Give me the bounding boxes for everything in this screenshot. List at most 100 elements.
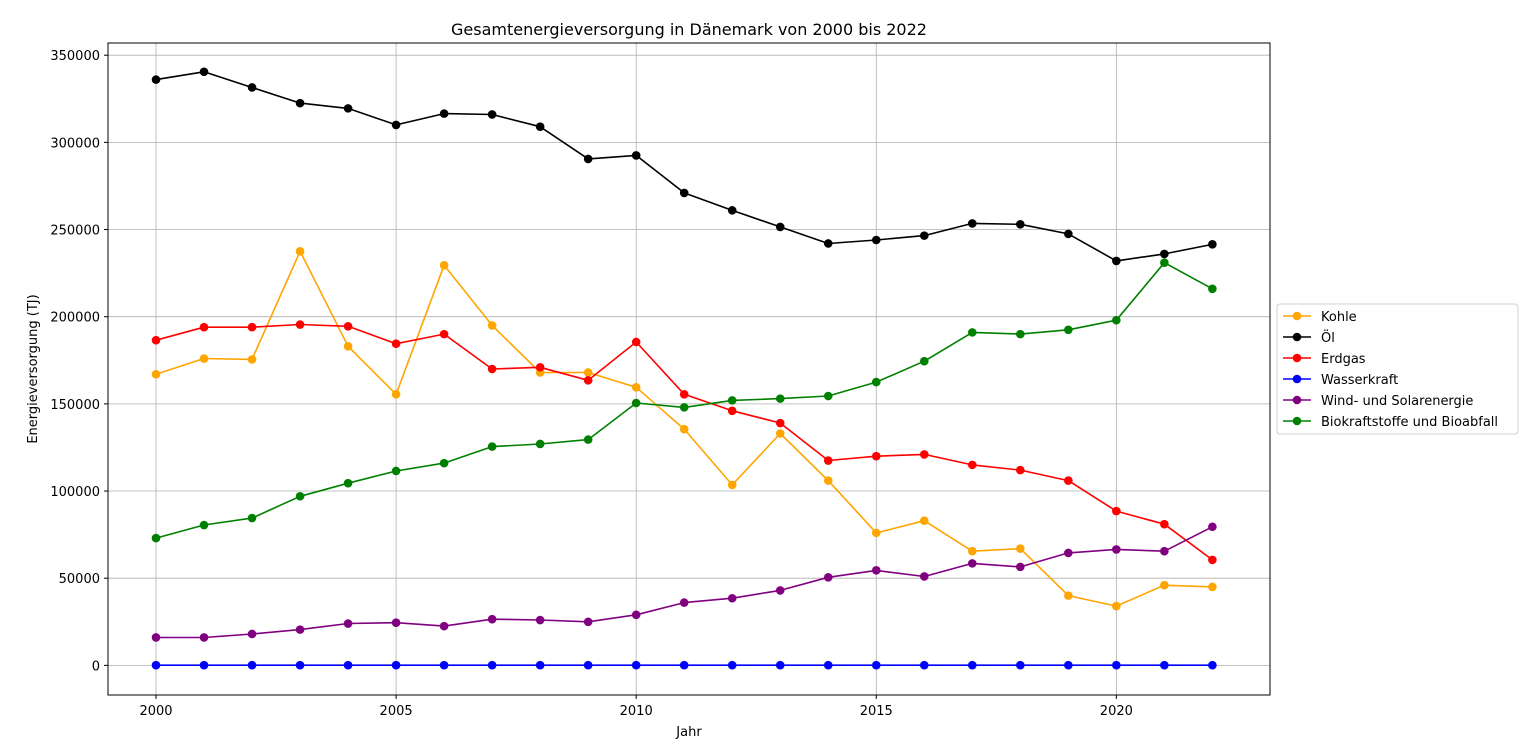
data-point: [823, 476, 833, 485]
data-point: [1208, 522, 1217, 532]
data-point: [967, 559, 977, 568]
x-axis-title: Jahr: [675, 725, 702, 740]
data-point: [151, 660, 161, 670]
data-point: [1112, 506, 1121, 516]
data-point: [1064, 591, 1073, 600]
data-point: [487, 321, 497, 330]
data-point: [1016, 562, 1025, 572]
data-point: [391, 389, 401, 399]
data-point: [775, 418, 785, 428]
data-point: [871, 451, 881, 461]
data-point: [631, 337, 641, 347]
data-point: [199, 322, 209, 332]
data-point: [247, 355, 257, 364]
data-point: [583, 435, 593, 444]
data-point: [487, 442, 497, 451]
data-point: [583, 368, 593, 377]
data-point: [487, 614, 497, 624]
legend-label: Kohle: [1321, 310, 1357, 325]
y-tick-label: 0: [92, 659, 100, 674]
data-point: [631, 398, 641, 408]
data-point: [391, 466, 401, 476]
legend-entry: Wasserkraft: [1283, 373, 1398, 388]
legend-label: Biokraftstoffe und Bioabfall: [1321, 415, 1498, 430]
data-point: [439, 660, 449, 670]
data-point: [535, 122, 545, 131]
data-point: [1208, 555, 1217, 565]
data-point: [295, 320, 305, 329]
legend-entry: Kohle: [1283, 310, 1357, 325]
data-point: [727, 396, 737, 405]
data-point: [1208, 660, 1217, 670]
data-point: [199, 633, 209, 642]
y-tick-label: 200000: [50, 311, 100, 326]
legend-marker: [1292, 374, 1302, 384]
y-tick-label: 50000: [59, 572, 100, 587]
data-point: [343, 619, 353, 628]
data-point: [439, 109, 449, 118]
data-point: [391, 339, 401, 349]
legend-marker: [1292, 416, 1302, 426]
data-point: [823, 660, 833, 670]
data-point: [247, 629, 257, 639]
data-point: [343, 104, 353, 113]
legend-label: Wind- und Solarenergie: [1321, 394, 1473, 409]
data-point: [487, 110, 497, 119]
data-point: [631, 660, 641, 670]
data-point: [1208, 582, 1217, 592]
data-point: [439, 260, 449, 270]
data-point: [199, 67, 209, 77]
data-point: [583, 376, 593, 385]
data-point: [151, 335, 161, 345]
data-point: [727, 206, 737, 215]
data-point: [151, 633, 161, 642]
data-point: [1160, 519, 1169, 529]
data-point: [535, 615, 545, 625]
series-group: [151, 660, 1217, 670]
data-point: [439, 329, 449, 339]
data-point: [1064, 229, 1073, 239]
data-point: [679, 403, 689, 412]
data-point: [967, 328, 977, 337]
data-point: [391, 660, 401, 670]
data-point: [439, 458, 449, 468]
data-point: [727, 406, 737, 416]
data-point: [295, 625, 305, 634]
data-point: [679, 660, 689, 670]
data-point: [727, 660, 737, 670]
data-point: [1064, 660, 1073, 670]
y-tick-label: 300000: [50, 136, 100, 151]
data-point: [1112, 256, 1121, 266]
data-point: [199, 520, 209, 530]
data-point: [247, 322, 257, 332]
x-axis: 2000 2005 2010 2015 2020: [139, 695, 1133, 719]
data-point: [679, 389, 689, 399]
data-point: [583, 617, 593, 627]
x-tick-label: 2000: [139, 704, 172, 719]
x-tick-label: 2005: [380, 704, 413, 719]
data-point: [967, 660, 977, 670]
data-point: [679, 598, 689, 607]
data-point: [823, 391, 833, 401]
data-point: [1064, 548, 1073, 558]
legend-label: Erdgas: [1321, 352, 1366, 367]
data-point: [199, 354, 209, 363]
data-point: [1016, 544, 1025, 553]
data-point: [1112, 660, 1121, 670]
data-point: [583, 660, 593, 670]
data-point: [1112, 315, 1121, 325]
data-point: [919, 516, 929, 525]
data-point: [967, 546, 977, 556]
legend-marker: [1292, 332, 1302, 342]
data-point: [919, 450, 929, 459]
data-point: [1160, 580, 1169, 590]
data-point: [727, 593, 737, 603]
data-point: [343, 478, 353, 488]
data-point: [919, 356, 929, 366]
data-point: [391, 618, 401, 627]
legend-marker: [1292, 353, 1302, 363]
x-tick-label: 2010: [620, 704, 653, 719]
data-point: [535, 439, 545, 449]
data-point: [679, 188, 689, 198]
